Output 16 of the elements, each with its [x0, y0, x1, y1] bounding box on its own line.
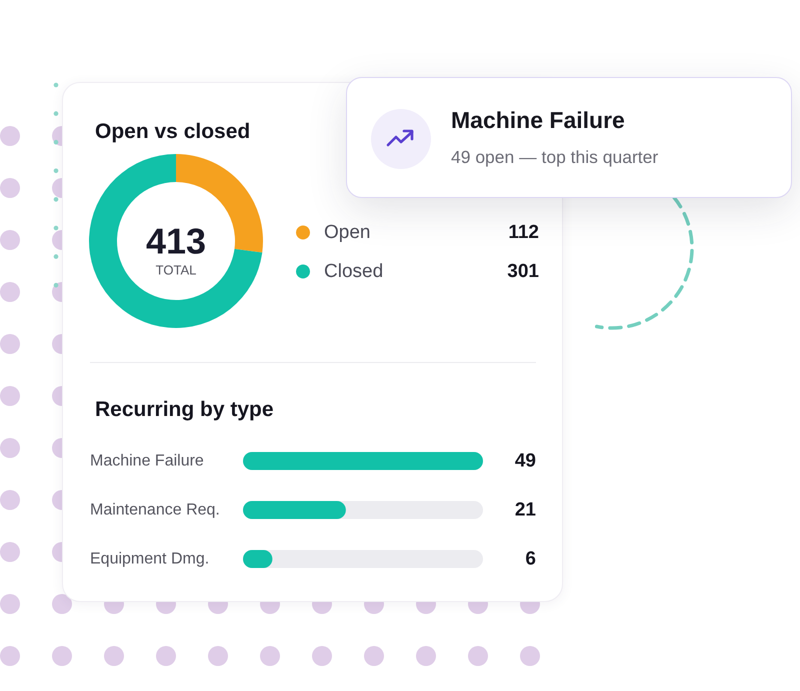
data-label: 49	[514, 450, 536, 472]
data-label: 112	[508, 222, 539, 243]
y-tick-label: Maintenance Req.	[90, 502, 220, 518]
data-label: 301	[507, 261, 540, 282]
chart-title: Recurring by type	[95, 398, 274, 421]
chart-title: Open vs closed	[95, 120, 250, 143]
y-tick-label: Equipment Dmg.	[90, 550, 210, 568]
text: Machine Failure	[451, 107, 625, 134]
data-label: 6	[525, 548, 536, 570]
text: 413	[146, 220, 206, 262]
text: TOTAL	[156, 262, 196, 278]
legend-label: Closed	[324, 261, 384, 282]
legend-label: Open	[324, 222, 370, 243]
y-tick-label: Machine Failure	[90, 452, 204, 470]
data-label: 21	[514, 500, 536, 520]
text: 49 open — top this quarter	[451, 147, 658, 168]
